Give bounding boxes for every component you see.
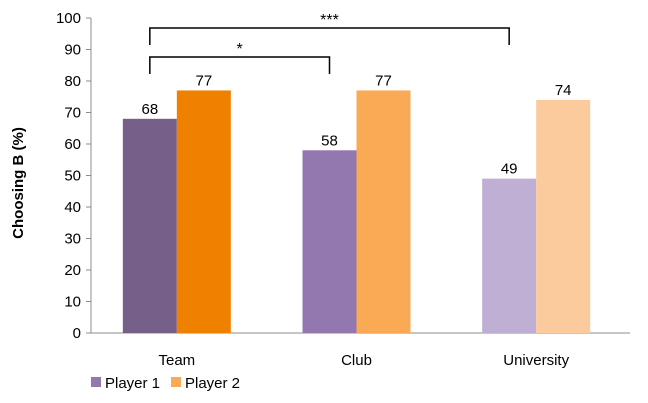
significance-label: *** bbox=[320, 12, 339, 29]
bar bbox=[302, 150, 357, 333]
legend-swatch bbox=[171, 377, 181, 387]
y-tick-label: 30 bbox=[64, 231, 81, 248]
y-axis-title: Choosing B (%) bbox=[10, 127, 27, 239]
y-tick-label: 10 bbox=[64, 294, 81, 311]
y-tick-label: 60 bbox=[64, 136, 81, 153]
y-tick-label: 0 bbox=[73, 325, 81, 342]
plot-area: 0 10 20 30 40 50 60 70 80 90 100 Team 68 77 Club 58 77 Un… bbox=[56, 10, 630, 369]
bar bbox=[176, 90, 231, 333]
y-tick-label: 100 bbox=[56, 10, 81, 27]
legend-label: Player 2 bbox=[185, 375, 240, 392]
significance-bracket bbox=[149, 27, 510, 45]
y-tick-label: 40 bbox=[64, 199, 81, 216]
bar bbox=[122, 118, 177, 333]
data-label: 49 bbox=[501, 161, 518, 178]
y-tick-label: 50 bbox=[64, 168, 81, 185]
significance-label: * bbox=[237, 41, 243, 58]
legend-swatch bbox=[91, 377, 101, 387]
significance-bracket bbox=[149, 56, 331, 74]
legend: Player 1 Player 2 bbox=[91, 375, 240, 392]
data-label: 74 bbox=[555, 82, 572, 99]
y-tick-label: 70 bbox=[64, 105, 81, 122]
bar bbox=[482, 178, 537, 333]
y-tick-label: 20 bbox=[64, 262, 81, 279]
data-label: 68 bbox=[141, 101, 158, 118]
x-tick-label: Club bbox=[341, 352, 372, 369]
data-label: 77 bbox=[375, 72, 392, 89]
y-tick-label: 90 bbox=[64, 42, 81, 59]
x-tick-label: University bbox=[503, 352, 569, 369]
bar bbox=[356, 90, 411, 333]
legend-label: Player 1 bbox=[105, 375, 160, 392]
y-tick-label: 80 bbox=[64, 73, 81, 90]
bar bbox=[536, 99, 591, 334]
data-label: 77 bbox=[195, 72, 212, 89]
x-tick-label: Team bbox=[158, 352, 195, 369]
data-label: 58 bbox=[321, 132, 338, 149]
